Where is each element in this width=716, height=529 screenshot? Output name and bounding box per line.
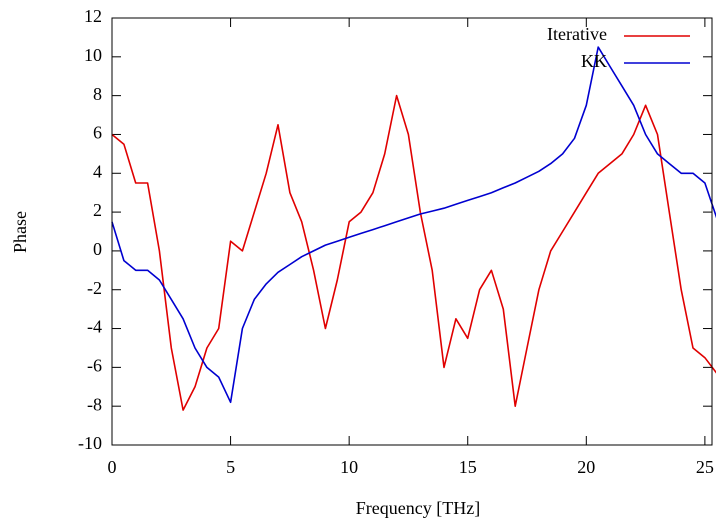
legend-label: KK — [581, 51, 607, 71]
x-tick-label: 15 — [459, 457, 477, 477]
y-tick-label: -8 — [87, 394, 102, 414]
y-tick-label: 8 — [93, 84, 102, 104]
y-tick-label: 10 — [84, 45, 102, 65]
legend-label: Iterative — [547, 24, 607, 44]
y-tick-label: -2 — [87, 278, 102, 298]
y-tick-label: 12 — [84, 6, 102, 26]
plot-border — [111, 17, 713, 446]
x-tick-label: 0 — [108, 457, 117, 477]
y-tick-label: 0 — [93, 239, 102, 259]
y-tick-label: -4 — [87, 317, 102, 337]
x-tick-label: 25 — [696, 457, 714, 477]
y-tick-label: -10 — [78, 433, 102, 453]
y-tick-label: -6 — [87, 355, 102, 375]
x-tick-label: 20 — [577, 457, 595, 477]
y-tick-label: 6 — [93, 123, 102, 143]
series-line — [111, 94, 716, 411]
x-axis-label: Frequency [THz] — [356, 498, 480, 518]
series-line — [111, 46, 716, 404]
y-tick-label: 2 — [93, 200, 102, 220]
x-tick-label: 10 — [340, 457, 358, 477]
y-axis-label: Phase — [10, 211, 30, 253]
y-tick-label: 4 — [93, 161, 102, 181]
x-tick-label: 5 — [226, 457, 235, 477]
